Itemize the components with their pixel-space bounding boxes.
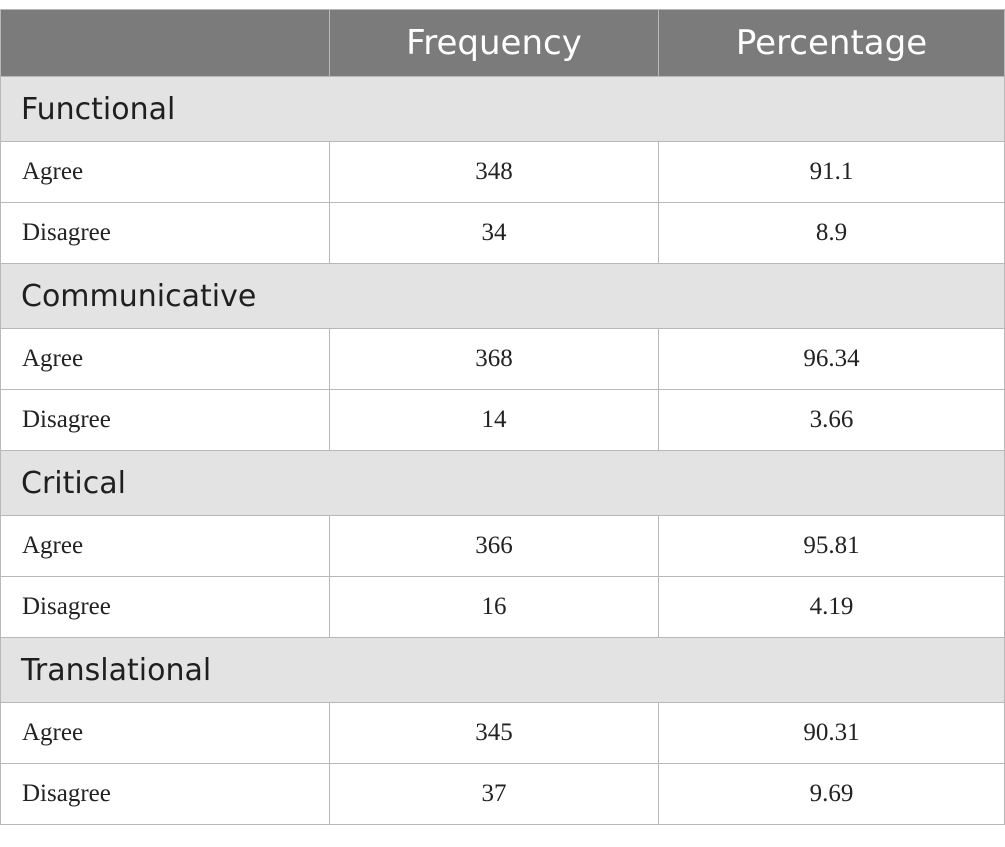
table-header: Frequency Percentage — [0, 9, 1005, 77]
table-row: Disagree 16 4.19 — [0, 576, 1005, 638]
frequency-cell: 345 — [329, 702, 659, 764]
table-body: Functional Agree 348 91.1 Disagree 34 8.… — [0, 76, 1005, 825]
percentage-cell: 91.1 — [658, 141, 1005, 203]
section-row: Communicative — [0, 263, 1005, 329]
percentage-cell: 90.31 — [658, 702, 1005, 764]
percentage-cell: 95.81 — [658, 515, 1005, 577]
table-row: Agree 368 96.34 — [0, 328, 1005, 390]
header-percentage: Percentage — [658, 9, 1005, 77]
header-frequency: Frequency — [329, 9, 659, 77]
row-label: Disagree — [0, 763, 330, 825]
header-blank — [0, 9, 330, 77]
row-label: Disagree — [0, 576, 330, 638]
frequency-cell: 16 — [329, 576, 659, 638]
table-row: Agree 345 90.31 — [0, 702, 1005, 764]
header-row: Frequency Percentage — [0, 9, 1005, 77]
section-title: Functional — [0, 76, 1005, 142]
percentage-cell: 4.19 — [658, 576, 1005, 638]
table-row: Disagree 14 3.66 — [0, 389, 1005, 451]
row-label: Disagree — [0, 389, 330, 451]
table-row: Disagree 34 8.9 — [0, 202, 1005, 264]
row-label: Agree — [0, 515, 330, 577]
section-title: Translational — [0, 637, 1005, 703]
frequency-cell: 34 — [329, 202, 659, 264]
row-label: Agree — [0, 328, 330, 390]
row-label: Disagree — [0, 202, 330, 264]
percentage-cell: 3.66 — [658, 389, 1005, 451]
section-row: Critical — [0, 450, 1005, 516]
table-row: Agree 348 91.1 — [0, 141, 1005, 203]
section-row: Translational — [0, 637, 1005, 703]
table-row: Disagree 37 9.69 — [0, 763, 1005, 825]
frequency-cell: 37 — [329, 763, 659, 825]
table-row: Agree 366 95.81 — [0, 515, 1005, 577]
data-table: Frequency Percentage Functional Agree 34… — [0, 9, 1005, 825]
percentage-cell: 8.9 — [658, 202, 1005, 264]
frequency-cell: 366 — [329, 515, 659, 577]
row-label: Agree — [0, 702, 330, 764]
section-title: Communicative — [0, 263, 1005, 329]
section-title: Critical — [0, 450, 1005, 516]
percentage-cell: 9.69 — [658, 763, 1005, 825]
frequency-cell: 14 — [329, 389, 659, 451]
frequency-cell: 368 — [329, 328, 659, 390]
section-row: Functional — [0, 76, 1005, 142]
frequency-cell: 348 — [329, 141, 659, 203]
row-label: Agree — [0, 141, 330, 203]
percentage-cell: 96.34 — [658, 328, 1005, 390]
